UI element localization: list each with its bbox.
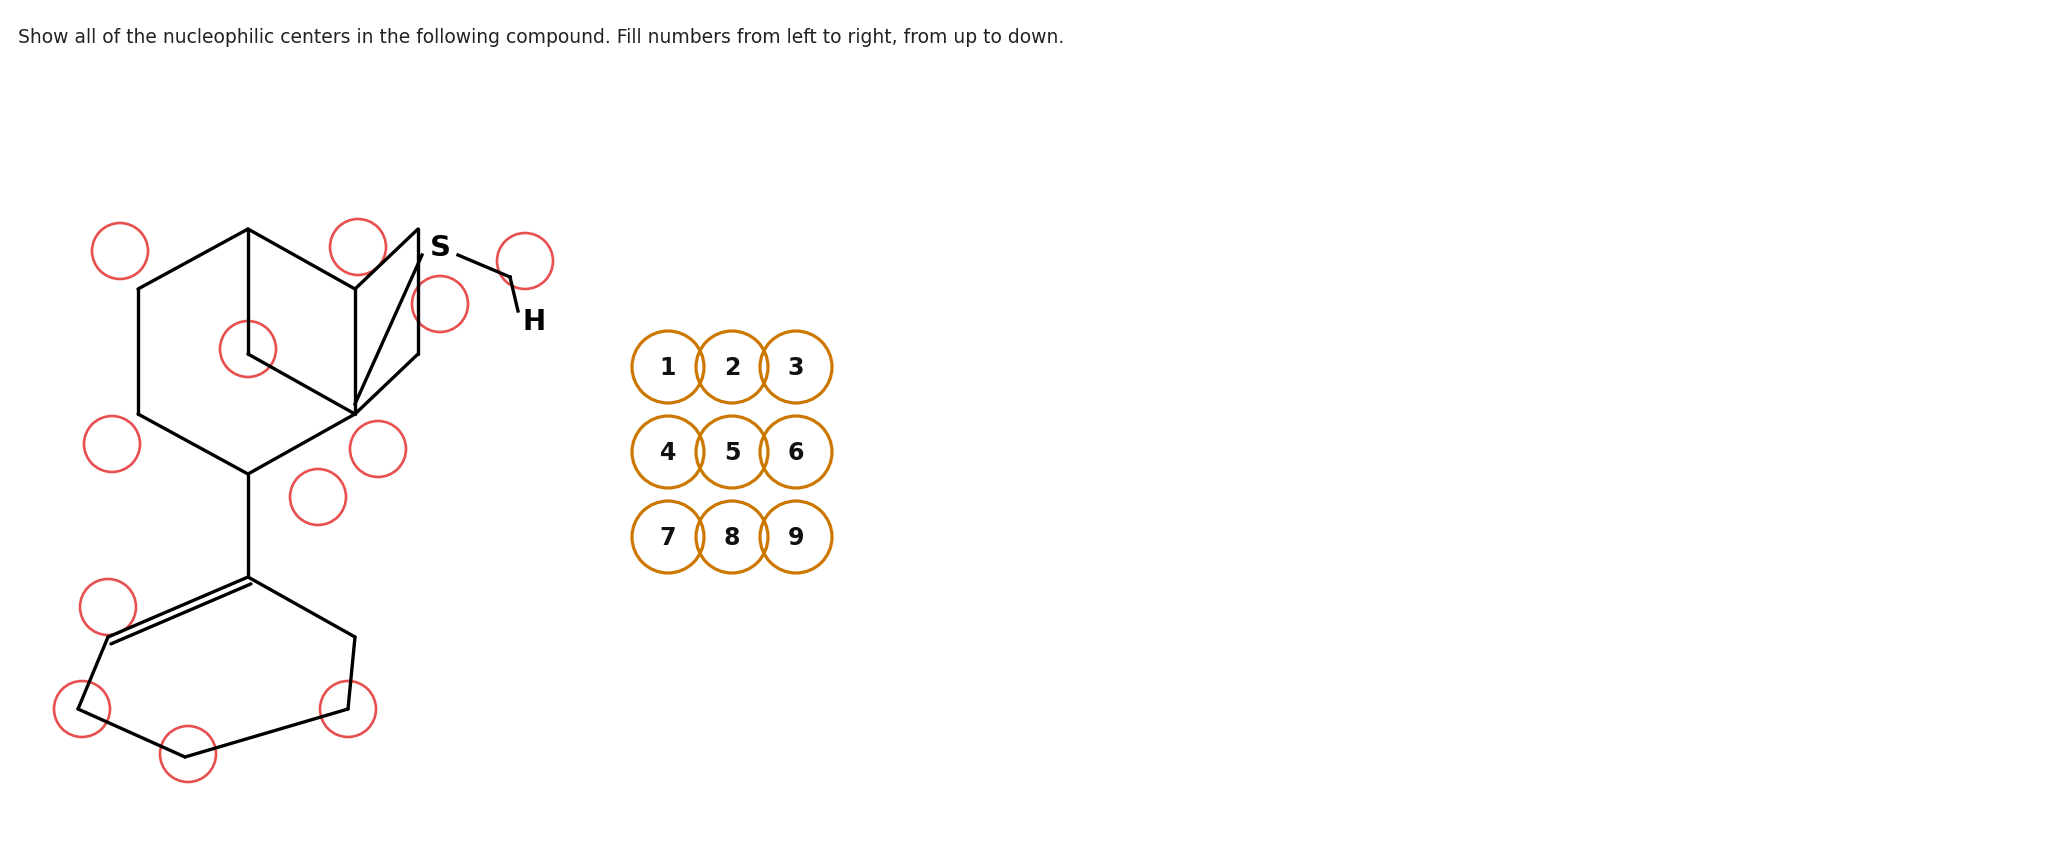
Text: 5: 5 xyxy=(724,441,741,464)
Text: 3: 3 xyxy=(788,356,804,380)
Text: 8: 8 xyxy=(724,525,741,549)
Text: 6: 6 xyxy=(788,441,804,464)
Text: S: S xyxy=(430,233,450,262)
Text: 2: 2 xyxy=(724,356,741,380)
Text: Show all of the nucleophilic centers in the following compound. Fill numbers fro: Show all of the nucleophilic centers in … xyxy=(18,28,1064,47)
Text: 7: 7 xyxy=(659,525,677,549)
Text: 9: 9 xyxy=(788,525,804,549)
Text: 4: 4 xyxy=(659,441,675,464)
Text: 1: 1 xyxy=(659,356,675,380)
Text: H: H xyxy=(522,307,544,336)
